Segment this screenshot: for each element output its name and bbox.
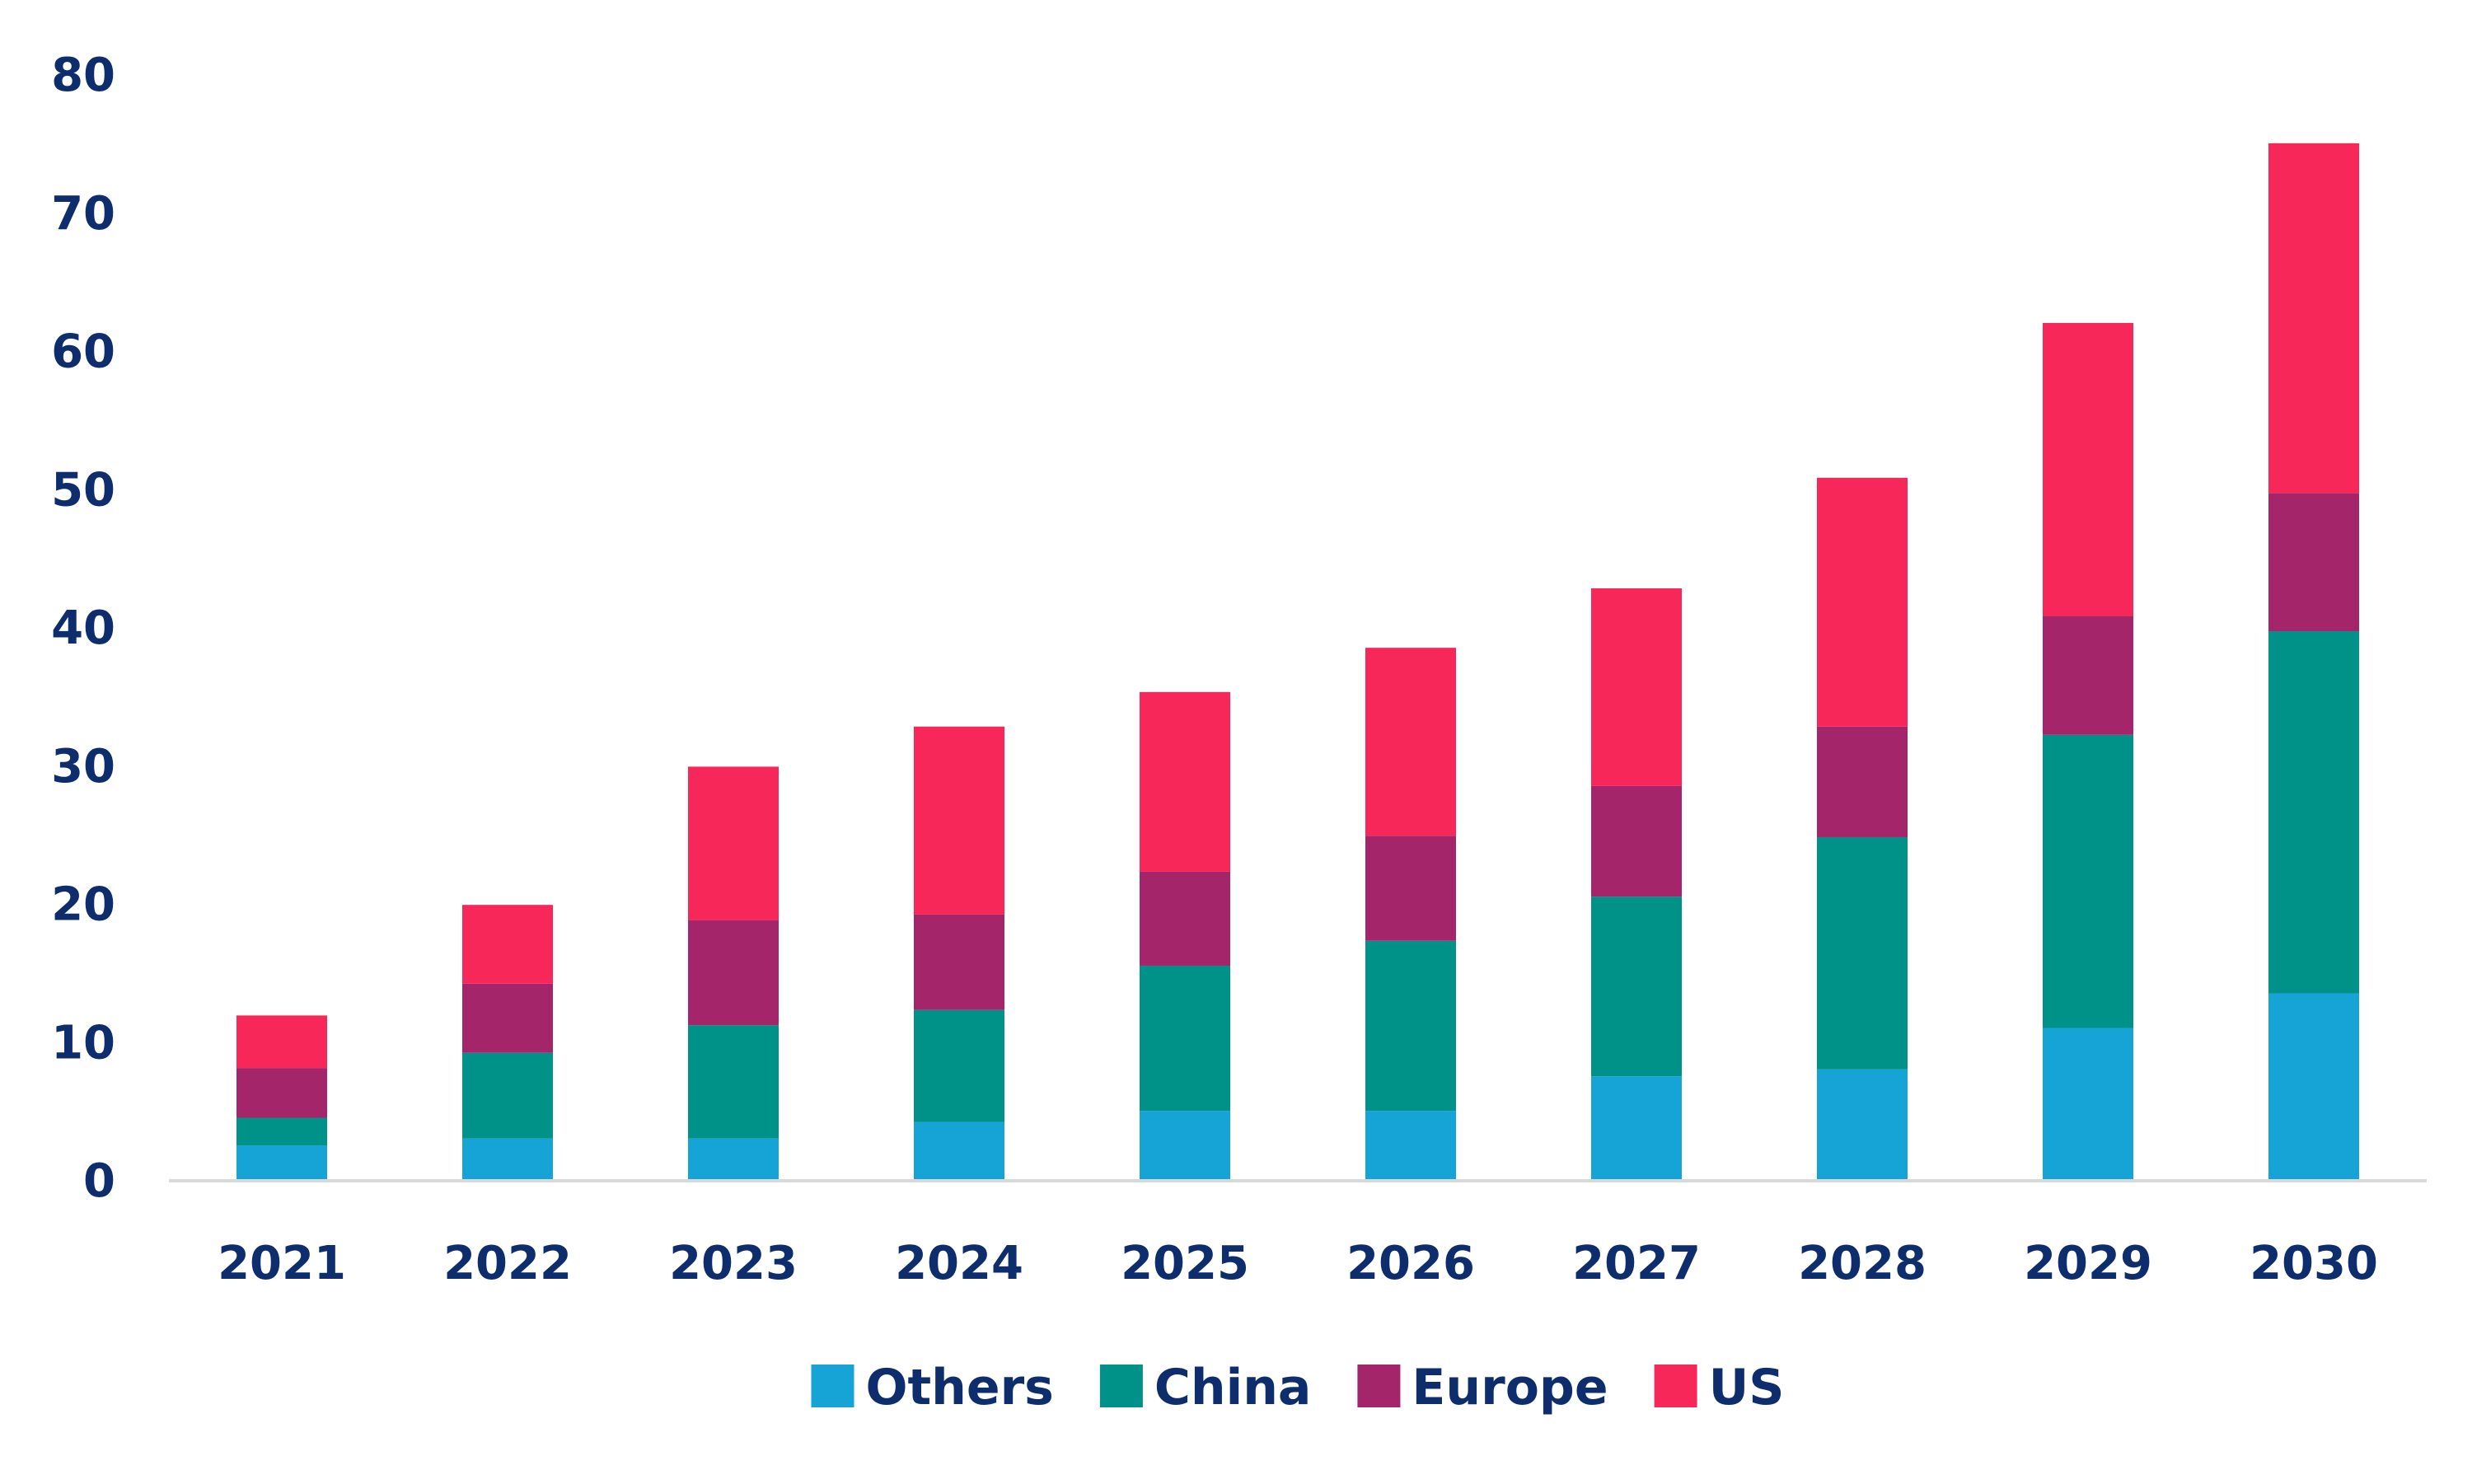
y-tick-label: 40: [51, 602, 115, 655]
y-tick-label: 10: [51, 1016, 115, 1070]
legend-swatch: [1654, 1365, 1697, 1407]
x-tick-label: 2023: [669, 1237, 798, 1290]
bar-segment-china-2027: [1591, 896, 1682, 1077]
legend-swatch: [811, 1365, 854, 1407]
y-tick-label: 70: [51, 187, 115, 241]
x-axis: 2021 2022 2023 2024 2025 2026 2027 2028 2029 2030: [218, 1237, 2378, 1290]
bar-segment-others-2021: [236, 1145, 327, 1180]
legend-swatch: [1357, 1365, 1401, 1407]
bar-segment-us-2029: [2043, 322, 2133, 616]
bar-segment-us-2028: [1817, 477, 1908, 727]
bar-segment-china-2030: [2268, 631, 2359, 994]
bar-segment-china-2025: [1140, 965, 1230, 1112]
bar-segment-us-2022: [462, 905, 553, 984]
bar-segment-others-2027: [1591, 1076, 1682, 1180]
y-tick-label: 0: [83, 1154, 115, 1208]
x-tick-label: 2028: [1798, 1237, 1927, 1290]
legend: Others China Europe US: [811, 1359, 1785, 1416]
bar-segment-others-2023: [688, 1138, 779, 1180]
x-tick-label: 2029: [2024, 1237, 2152, 1290]
bar-segment-us-2023: [688, 766, 779, 920]
y-tick-label: 20: [51, 878, 115, 932]
bar-segment-europe-2025: [1140, 871, 1230, 966]
x-tick-label: 2025: [1121, 1237, 1249, 1290]
bar-segment-europe-2030: [2268, 493, 2359, 632]
bar-segment-others-2028: [1817, 1069, 1908, 1180]
bar-segment-europe-2021: [236, 1068, 327, 1118]
bar-segment-china-2028: [1817, 836, 1908, 1070]
bar-segment-others-2025: [1140, 1111, 1230, 1180]
bar-segment-us-2026: [1365, 648, 1456, 836]
x-tick-label: 2022: [443, 1237, 572, 1290]
bar-segment-china-2021: [236, 1117, 327, 1146]
bar-segment-china-2023: [688, 1025, 779, 1139]
y-tick-label: 50: [51, 463, 115, 517]
bar-segment-us-2021: [236, 1015, 327, 1069]
x-tick-label: 2027: [1572, 1237, 1701, 1290]
bar-segment-us-2025: [1140, 691, 1230, 872]
bar-segment-china-2024: [914, 1009, 1004, 1122]
bar-segment-china-2022: [462, 1052, 553, 1139]
y-tick-label: 80: [51, 49, 115, 102]
bar-segment-china-2029: [2043, 734, 2133, 1028]
legend-item-others: Others: [811, 1359, 1054, 1416]
legend-label: Others: [865, 1359, 1053, 1416]
bar-segment-europe-2029: [2043, 616, 2133, 735]
x-tick-label: 2030: [2250, 1237, 2378, 1290]
bar-segment-china-2026: [1365, 940, 1456, 1112]
bar-segment-others-2026: [1365, 1111, 1456, 1180]
legend-item-europe: Europe: [1357, 1359, 1608, 1416]
y-tick-label: 30: [51, 740, 115, 793]
legend-label: US: [1709, 1359, 1785, 1416]
bar-segment-others-2030: [2268, 993, 2359, 1180]
bar-segment-us-2027: [1591, 588, 1682, 786]
bar-segment-europe-2022: [462, 983, 553, 1053]
legend-swatch: [1099, 1365, 1143, 1407]
y-tick-label: 60: [51, 325, 115, 379]
bar-segment-europe-2028: [1817, 726, 1908, 837]
bar-segment-us-2030: [2268, 143, 2359, 494]
legend-label: Europe: [1412, 1359, 1608, 1416]
bar-segment-us-2024: [914, 726, 1004, 915]
bar-segment-europe-2026: [1365, 836, 1456, 941]
legend-item-us: US: [1654, 1359, 1785, 1416]
bar-segment-others-2022: [462, 1138, 553, 1180]
x-tick-label: 2021: [218, 1237, 346, 1290]
x-tick-label: 2026: [1346, 1237, 1475, 1290]
x-tick-label: 2024: [895, 1237, 1023, 1290]
bar-segment-others-2029: [2043, 1028, 2133, 1180]
legend-item-china: China: [1099, 1359, 1312, 1416]
bar-series: [236, 143, 2359, 1180]
bar-segment-others-2024: [914, 1121, 1004, 1180]
legend-label: China: [1154, 1359, 1312, 1416]
bar-segment-europe-2023: [688, 920, 779, 1026]
bar-segment-europe-2024: [914, 914, 1004, 1010]
y-axis: 0 10 20 30 40 50 60 70 80: [51, 49, 115, 1208]
bar-segment-europe-2027: [1591, 785, 1682, 897]
